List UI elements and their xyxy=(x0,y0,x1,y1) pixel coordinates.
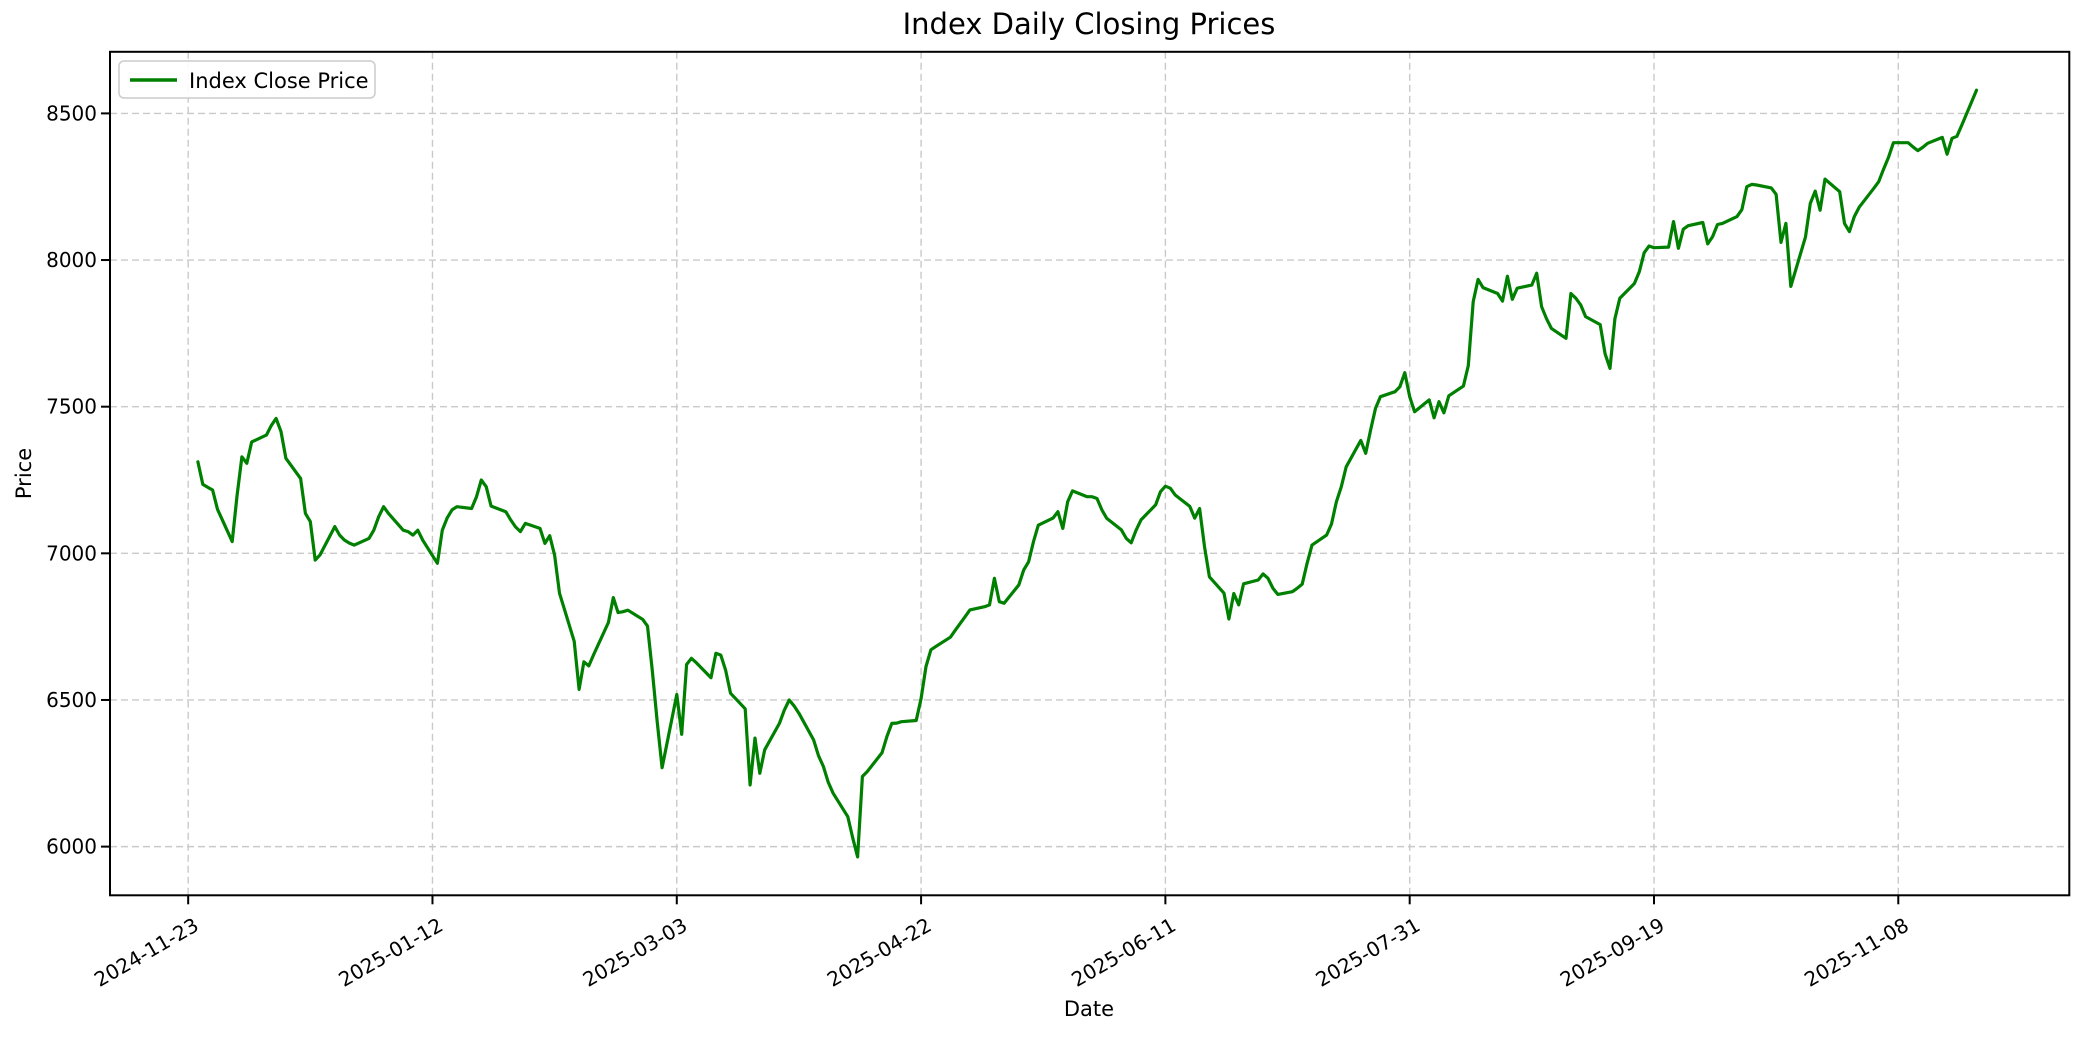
y-tick-label: 6000 xyxy=(46,835,97,859)
y-tick-label: 8000 xyxy=(46,248,97,272)
x-tick-label: 2025-03-03 xyxy=(579,913,692,992)
x-tick-label: 2025-11-08 xyxy=(1800,913,1913,992)
x-tick-label: 2025-09-19 xyxy=(1556,913,1669,992)
x-tick-label: 2024-11-23 xyxy=(90,913,203,992)
plot-border xyxy=(109,50,2071,897)
y-tick-label: 7000 xyxy=(46,541,97,565)
x-tick-label: 2025-07-31 xyxy=(1312,913,1425,992)
chart-title: Index Daily Closing Prices xyxy=(903,7,1276,41)
x-tick-label: 2025-06-11 xyxy=(1067,913,1180,992)
y-axis-label: Price xyxy=(12,448,36,499)
x-tick-label: 2025-04-22 xyxy=(823,913,936,992)
y-tick-label: 8500 xyxy=(46,101,97,125)
legend-box xyxy=(118,60,376,99)
grid xyxy=(110,51,2070,896)
x-tick-label: 2025-01-12 xyxy=(334,913,447,992)
y-tick-label: 6500 xyxy=(46,688,97,712)
y-tick-label: 7500 xyxy=(46,395,97,419)
legend: Index Close Price xyxy=(118,60,376,99)
index-close-price-line xyxy=(196,88,1979,859)
legend-label: Index Close Price xyxy=(189,69,369,93)
x-axis-label: Date xyxy=(1064,997,1114,1021)
